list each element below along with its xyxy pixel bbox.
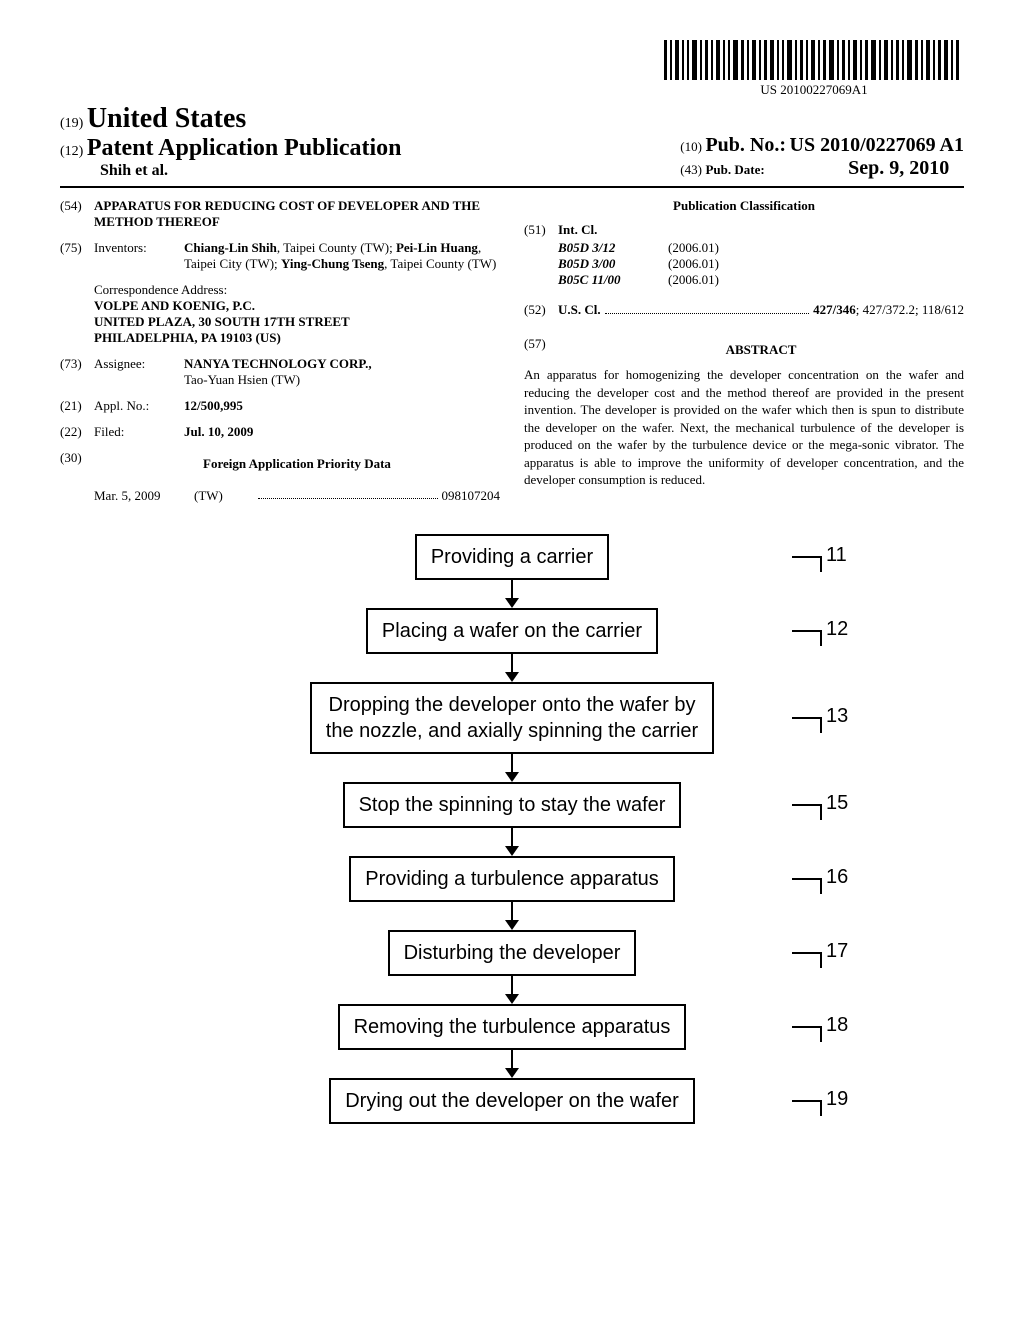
intcl-year: (2006.01) xyxy=(668,256,719,272)
dotted-leader xyxy=(258,488,438,499)
correspondence-line-1: VOLPE AND KOENIG, P.C. xyxy=(94,298,500,314)
uscl-label: U.S. Cl. xyxy=(558,302,601,318)
flowchart-step-label: 18 xyxy=(792,1012,848,1042)
barcode-region: US 20100227069A1 xyxy=(60,40,964,99)
flowchart-box: Providing a carrier xyxy=(415,534,609,580)
assignee-location: Tao-Yuan Hsien (TW) xyxy=(184,372,300,387)
abstract-text: An apparatus for homogenizing the develo… xyxy=(524,366,964,489)
inventors-code: (75) xyxy=(60,240,94,256)
uscl-main: 427/346 xyxy=(813,302,856,317)
intcl-classcode: B05D 3/12 xyxy=(558,240,668,256)
priority-country: (TW) xyxy=(194,488,254,504)
uscl-code: (52) xyxy=(524,302,558,318)
flowchart-arrow xyxy=(232,976,792,1004)
appl-no: 12/500,995 xyxy=(184,398,500,414)
flowchart-step: Drying out the developer on the wafer19 xyxy=(232,1078,792,1124)
appl-code: (21) xyxy=(60,398,94,414)
flowchart-arrow xyxy=(232,1050,792,1078)
flowchart-step-label: 17 xyxy=(792,938,848,968)
abstract-code: (57) xyxy=(524,336,558,352)
left-column: (54) APPARATUS FOR REDUCING COST OF DEVE… xyxy=(60,198,500,504)
pub-date-label: Pub. Date: xyxy=(705,162,764,177)
intcl-code: (51) xyxy=(524,222,558,238)
inventors-label: Inventors: xyxy=(94,240,184,256)
flowchart-step: Dropping the developer onto the wafer by… xyxy=(232,682,792,754)
filed-label: Filed: xyxy=(94,424,184,440)
country-name: United States xyxy=(87,103,246,134)
priority-heading: Foreign Application Priority Data xyxy=(94,456,500,472)
flowchart-figure: Providing a carrier11 Placing a wafer on … xyxy=(232,534,792,1124)
flowchart-arrow xyxy=(232,828,792,856)
flowchart-arrow xyxy=(232,902,792,930)
flowchart-step-label: 19 xyxy=(792,1086,848,1116)
flowchart-step: Placing a wafer on the carrier12 xyxy=(232,608,792,654)
intcl-year: (2006.01) xyxy=(668,272,719,288)
publication-type: Patent Application Publication xyxy=(87,135,402,161)
flowchart-step: Disturbing the developer17 xyxy=(232,930,792,976)
barcode-text: US 20100227069A1 xyxy=(664,82,964,98)
classification-heading: Publication Classification xyxy=(524,198,964,214)
flowchart-step-label: 12 xyxy=(792,616,848,646)
pub-no-code: (10) xyxy=(680,139,702,154)
pub-type-code: (12) xyxy=(60,144,83,159)
intcl-label: Int. Cl. xyxy=(558,222,597,238)
flowchart-box: Removing the turbulence apparatus xyxy=(338,1004,687,1050)
flowchart-step-label: 13 xyxy=(792,703,848,733)
barcode-svg xyxy=(664,40,964,80)
appl-label: Appl. No.: xyxy=(94,398,184,414)
flowchart-step: Removing the turbulence apparatus18 xyxy=(232,1004,792,1050)
pub-date: Sep. 9, 2010 xyxy=(768,157,949,179)
uscl-other: ; 427/372.2; 118/612 xyxy=(856,302,964,317)
pub-date-code: (43) xyxy=(680,162,702,177)
flowchart-box: Drying out the developer on the wafer xyxy=(329,1078,695,1124)
intcl-row: B05D 3/12(2006.01) xyxy=(558,240,964,256)
filed-code: (22) xyxy=(60,424,94,440)
bibliographic-columns: (54) APPARATUS FOR REDUCING COST OF DEVE… xyxy=(60,198,964,504)
flowchart-box: Disturbing the developer xyxy=(388,930,637,976)
correspondence-label: Correspondence Address: xyxy=(94,282,500,298)
barcode: US 20100227069A1 xyxy=(664,40,964,98)
country-code: (19) xyxy=(60,116,83,131)
flowchart-arrow xyxy=(232,580,792,608)
priority-code: (30) xyxy=(60,450,94,466)
flowchart-box: Stop the spinning to stay the wafer xyxy=(343,782,682,828)
header-authors: Shih et al. xyxy=(60,162,402,180)
flowchart-arrow xyxy=(232,654,792,682)
intcl-row: B05D 3/00(2006.01) xyxy=(558,256,964,272)
pub-no-label: Pub. No.: xyxy=(705,134,786,156)
flowchart-step-label: 15 xyxy=(792,790,848,820)
flowchart-step: Providing a carrier11 xyxy=(232,534,792,580)
flowchart-arrow xyxy=(232,754,792,782)
flowchart-box: Placing a wafer on the carrier xyxy=(366,608,658,654)
title-code: (54) xyxy=(60,198,94,214)
dotted-leader xyxy=(605,303,810,314)
filed-date: Jul. 10, 2009 xyxy=(184,424,500,440)
intcl-classcode: B05D 3/00 xyxy=(558,256,668,272)
inventors-list: Chiang-Lin Shih, Taipei County (TW); Pei… xyxy=(184,240,496,271)
flowchart-step: Stop the spinning to stay the wafer15 xyxy=(232,782,792,828)
assignee-name: NANYA TECHNOLOGY CORP., xyxy=(184,356,372,371)
pub-no: US 2010/0227069 A1 xyxy=(790,134,964,156)
flowchart-box: Dropping the developer onto the wafer by… xyxy=(310,682,714,754)
invention-title: APPARATUS FOR REDUCING COST OF DEVELOPER… xyxy=(94,198,500,230)
flowchart-box: Providing a turbulence apparatus xyxy=(349,856,675,902)
flowchart-step: Providing a turbulence apparatus16 xyxy=(232,856,792,902)
correspondence-line-3: PHILADELPHIA, PA 19103 (US) xyxy=(94,330,500,346)
assignee-code: (73) xyxy=(60,356,94,372)
document-header: (19) United States (12) Patent Applicati… xyxy=(60,103,964,188)
correspondence-line-2: UNITED PLAZA, 30 SOUTH 17TH STREET xyxy=(94,314,500,330)
intcl-row: B05C 11/00(2006.01) xyxy=(558,272,964,288)
abstract-heading: ABSTRACT xyxy=(558,342,964,358)
intcl-year: (2006.01) xyxy=(668,240,719,256)
flowchart-step-label: 16 xyxy=(792,864,848,894)
priority-date: Mar. 5, 2009 xyxy=(94,488,194,504)
right-column: Publication Classification (51) Int. Cl.… xyxy=(524,198,964,504)
intcl-classcode: B05C 11/00 xyxy=(558,272,668,288)
assignee-label: Assignee: xyxy=(94,356,184,372)
flowchart-step-label: 11 xyxy=(792,542,847,572)
priority-number: 098107204 xyxy=(442,488,501,504)
